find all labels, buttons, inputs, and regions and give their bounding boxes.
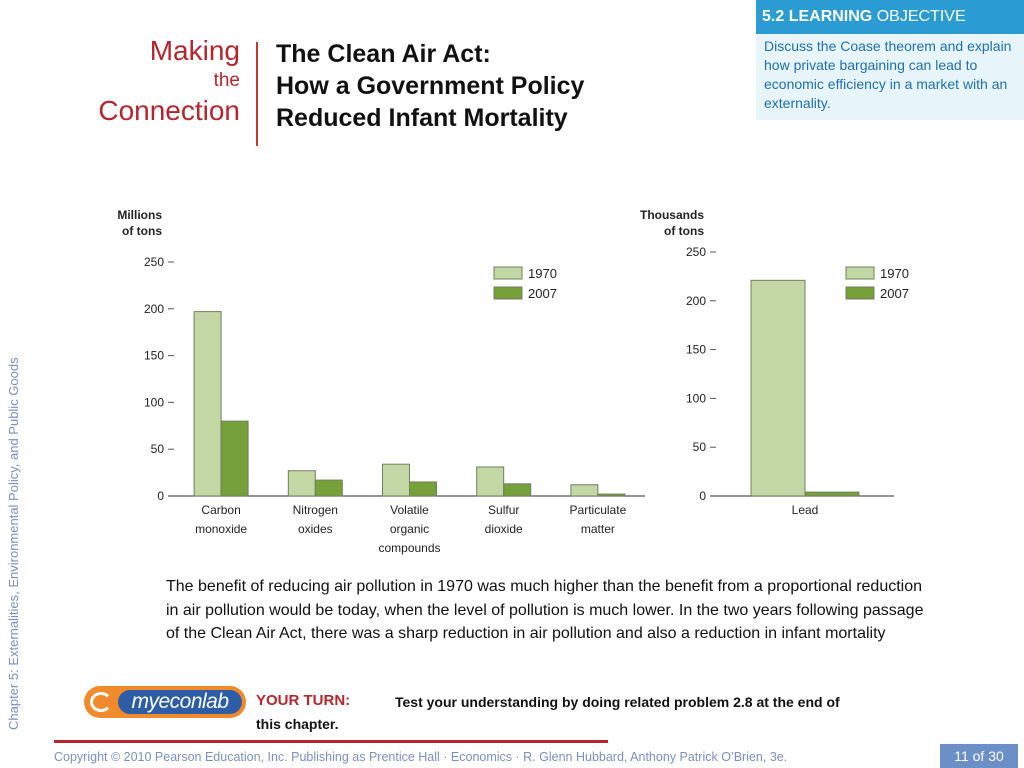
making-connection-line1: Making (149, 35, 240, 66)
lead-bar-1970-0 (750, 279, 806, 497)
slide-counter[interactable]: 11 of 30 (940, 744, 1018, 768)
pollutants-bar-1970-2 (382, 463, 410, 497)
pollutants-bar-1970-0 (193, 311, 222, 497)
learning-objective-label: OBJECTIVE (876, 8, 966, 25)
pollutants-tick-label-0: 0 (157, 489, 164, 503)
myeconlab-logo-text: myeconlab (118, 690, 242, 714)
pollutants-category-label-2-0: Volatile (390, 503, 429, 517)
lead-legend-label-1970: 1970 (880, 266, 909, 281)
pollutants-category-label-0-1: monoxide (195, 522, 247, 536)
lead-legend-label-2007: 2007 (880, 286, 909, 301)
footer-divider (54, 740, 608, 743)
learning-objective-text: Discuss the Coase theorem and explain ho… (756, 34, 1024, 120)
lead-tick-label-5: 250 (686, 245, 706, 259)
making-connection-heading: Making the Connection (98, 34, 240, 128)
pollutants-category-label-1-0: Nitrogen (293, 503, 338, 517)
page-title: The Clean Air Act: How a Government Poli… (276, 38, 656, 134)
title-line1: The Clean Air Act: (276, 40, 491, 68)
pollutants-ylabel-line-0: Millions (117, 208, 162, 222)
making-connection-line3: Connection (98, 95, 240, 126)
myeconlab-swoosh-icon (90, 692, 112, 712)
pollutants-category-label-3-0: Sulfur (488, 503, 519, 517)
pollutants-category-label-4-1: matter (581, 522, 615, 536)
title-line2: How a Government Policy (276, 72, 585, 100)
pollutants-category-label-2-2: compounds (378, 541, 440, 555)
your-turn-label: YOUR TURN: (256, 692, 351, 709)
pollutants-bar-2007-1 (314, 479, 343, 497)
lead-chart-svg: Thousands of tons 0 50 100 150 200 250 Lead 1970 2… (640, 208, 909, 517)
learning-objective-number: 5.2 LEARNING (762, 8, 873, 25)
lead-tick-label-2: 100 (686, 391, 706, 405)
lead-tick-label-3: 150 (686, 343, 706, 357)
pollutants-legend-label-1970: 1970 (528, 266, 557, 281)
pollutants-legend-label-2007: 2007 (528, 286, 557, 301)
pollutants-bar-2007-4 (597, 493, 626, 497)
heading-divider (256, 42, 258, 146)
lead-legend-swatch-1970 (845, 266, 875, 280)
pollutants-category-label-2-1: organic (390, 522, 429, 536)
pollutants-bar-2007-0 (220, 420, 249, 497)
pollutants-bar-1970-3 (476, 466, 505, 497)
lead-ylabel-line-1: of tons (664, 224, 704, 238)
lead-tick-label-4: 200 (686, 294, 706, 308)
learning-objective-box: 5.2 LEARNING OBJECTIVE Discuss the Coase… (756, 0, 1024, 120)
body-paragraph: The benefit of reducing air pollution in… (166, 578, 924, 642)
lead-legend-swatch-2007 (845, 286, 875, 300)
pollutants-tick-label-1: 50 (151, 442, 165, 456)
pollutants-category-label-4-0: Particulate (570, 503, 627, 517)
pollutants-chart: Millions of tons 0 50 100 150 200 250 Carbon mono… (100, 200, 660, 570)
lead-tick-label-0: 0 (699, 489, 706, 503)
lead-chart: Thousands of tons 0 50 100 150 200 250 Lead 1970 2… (620, 200, 920, 570)
pollutants-category-label-0-0: Carbon (201, 503, 240, 517)
lead-bar-2007-0 (804, 491, 860, 497)
myeconlab-logo[interactable]: myeconlab (84, 686, 246, 718)
pollutants-legend-swatch-1970 (493, 266, 523, 280)
pollutants-category-label-3-1: dioxide (485, 522, 523, 536)
pollutants-bar-2007-3 (503, 483, 532, 497)
lead-category-label-0-0: Lead (792, 503, 819, 517)
lead-tick-label-1: 50 (693, 440, 707, 454)
pollutants-category-label-1-1: oxides (298, 522, 333, 536)
pollutants-chart-svg: Millions of tons 0 50 100 150 200 250 Carbon mono… (117, 208, 645, 555)
your-turn-text-line2: this chapter. (256, 716, 339, 732)
pollutants-tick-label-4: 200 (144, 302, 164, 316)
making-connection-line2: the (213, 70, 240, 91)
pollutants-tick-label-5: 250 (144, 255, 164, 269)
copyright-text: Copyright © 2010 Pearson Education, Inc.… (54, 750, 788, 764)
pollutants-bar-1970-1 (287, 470, 316, 497)
pollutants-legend-swatch-2007 (493, 286, 523, 300)
chapter-side-label: Chapter 5: Externalities, Environmental … (6, 357, 21, 730)
pollutants-ylabel-line-1: of tons (122, 224, 162, 238)
pollutants-bar-1970-4 (570, 484, 599, 497)
lead-ylabel-line-0: Thousands (640, 208, 704, 222)
learning-objective-heading: 5.2 LEARNING OBJECTIVE (756, 0, 1024, 34)
title-line3: Reduced Infant Mortality (276, 104, 568, 132)
pollutants-tick-label-2: 100 (144, 395, 164, 409)
pollutants-tick-label-3: 150 (144, 349, 164, 363)
your-turn-text-line1: Test your understanding by doing related… (395, 694, 840, 710)
pollutants-bar-2007-2 (409, 481, 437, 497)
